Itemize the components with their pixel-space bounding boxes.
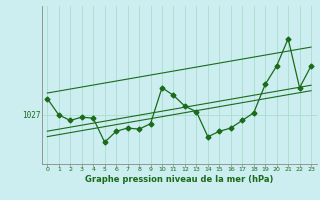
X-axis label: Graphe pression niveau de la mer (hPa): Graphe pression niveau de la mer (hPa) bbox=[85, 175, 273, 184]
